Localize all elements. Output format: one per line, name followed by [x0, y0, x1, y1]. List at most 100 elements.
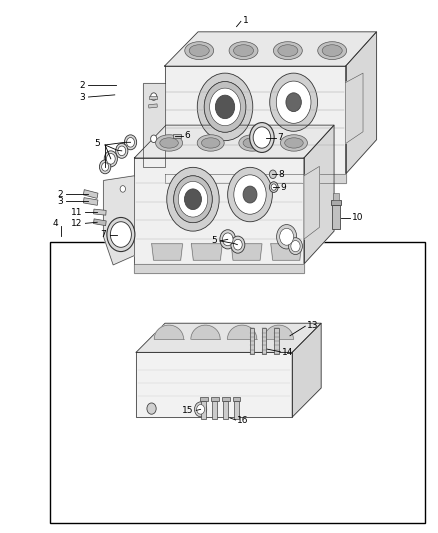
Bar [332, 205, 340, 229]
Circle shape [120, 185, 126, 192]
Ellipse shape [229, 42, 258, 60]
Polygon shape [346, 32, 377, 174]
Circle shape [167, 167, 219, 231]
Text: 1: 1 [243, 16, 249, 25]
Circle shape [104, 151, 117, 167]
Ellipse shape [201, 138, 220, 148]
Bar [222, 397, 230, 401]
Ellipse shape [322, 45, 342, 56]
Polygon shape [134, 264, 304, 273]
Circle shape [204, 82, 246, 132]
Circle shape [215, 95, 235, 119]
Text: 7: 7 [101, 230, 106, 239]
Bar [200, 397, 208, 401]
Circle shape [178, 181, 208, 217]
Bar [149, 95, 157, 99]
Polygon shape [136, 352, 292, 417]
Circle shape [286, 93, 301, 111]
Polygon shape [264, 325, 293, 339]
Text: 8: 8 [279, 170, 284, 179]
Circle shape [102, 163, 109, 171]
Circle shape [127, 138, 134, 147]
Text: 14: 14 [282, 348, 293, 357]
Text: 3: 3 [80, 93, 85, 101]
Ellipse shape [285, 138, 303, 148]
Circle shape [107, 217, 135, 252]
Text: 9: 9 [280, 183, 286, 191]
Polygon shape [103, 176, 134, 265]
Polygon shape [134, 125, 334, 158]
Ellipse shape [273, 42, 302, 60]
Circle shape [223, 233, 233, 246]
Bar [83, 190, 98, 198]
Bar [331, 200, 341, 205]
Text: 2: 2 [80, 81, 85, 90]
Polygon shape [134, 158, 304, 264]
Polygon shape [271, 244, 302, 260]
Circle shape [228, 167, 272, 222]
Circle shape [151, 135, 157, 142]
Text: 4: 4 [53, 219, 58, 228]
Ellipse shape [155, 135, 183, 151]
Bar [211, 397, 219, 401]
Bar [262, 328, 266, 354]
Circle shape [210, 88, 240, 126]
Polygon shape [165, 32, 377, 66]
Polygon shape [152, 244, 183, 260]
Polygon shape [154, 325, 184, 339]
Ellipse shape [160, 138, 178, 148]
Circle shape [120, 220, 126, 226]
Ellipse shape [318, 42, 346, 60]
Text: 15: 15 [182, 407, 193, 415]
Circle shape [151, 93, 157, 100]
Bar [173, 134, 181, 138]
Text: 10: 10 [352, 214, 363, 222]
Bar [234, 401, 239, 419]
Text: 6: 6 [184, 132, 190, 140]
Circle shape [277, 224, 297, 249]
Text: 12: 12 [71, 220, 82, 228]
Circle shape [271, 184, 276, 190]
Bar [223, 401, 228, 419]
Bar [50, 242, 425, 523]
Bar [333, 193, 339, 200]
Polygon shape [191, 244, 222, 260]
Circle shape [220, 230, 236, 249]
Circle shape [233, 239, 242, 250]
Bar [148, 104, 157, 108]
Bar [274, 328, 279, 354]
Circle shape [276, 81, 311, 123]
Circle shape [280, 228, 293, 245]
Text: 2: 2 [57, 190, 63, 198]
Polygon shape [346, 73, 363, 143]
Ellipse shape [197, 135, 224, 151]
Text: 16: 16 [237, 416, 248, 425]
Circle shape [270, 73, 318, 131]
Bar [83, 198, 98, 205]
Bar [212, 401, 217, 419]
Polygon shape [227, 325, 257, 339]
Polygon shape [165, 174, 346, 183]
Circle shape [250, 123, 274, 152]
Circle shape [291, 240, 300, 252]
Circle shape [106, 154, 115, 164]
Ellipse shape [185, 42, 214, 60]
Polygon shape [292, 323, 321, 417]
Bar [201, 401, 206, 419]
Text: 3: 3 [57, 197, 63, 206]
Circle shape [289, 238, 302, 255]
Polygon shape [304, 125, 334, 264]
Polygon shape [143, 83, 165, 167]
Bar [233, 397, 240, 401]
Circle shape [197, 405, 205, 414]
Circle shape [147, 403, 156, 414]
Bar [250, 328, 254, 354]
Bar [94, 209, 106, 215]
Circle shape [269, 182, 278, 192]
Circle shape [253, 127, 271, 148]
Circle shape [120, 243, 126, 249]
Circle shape [110, 222, 131, 247]
Circle shape [269, 170, 276, 179]
Polygon shape [165, 66, 346, 174]
Circle shape [174, 176, 212, 223]
